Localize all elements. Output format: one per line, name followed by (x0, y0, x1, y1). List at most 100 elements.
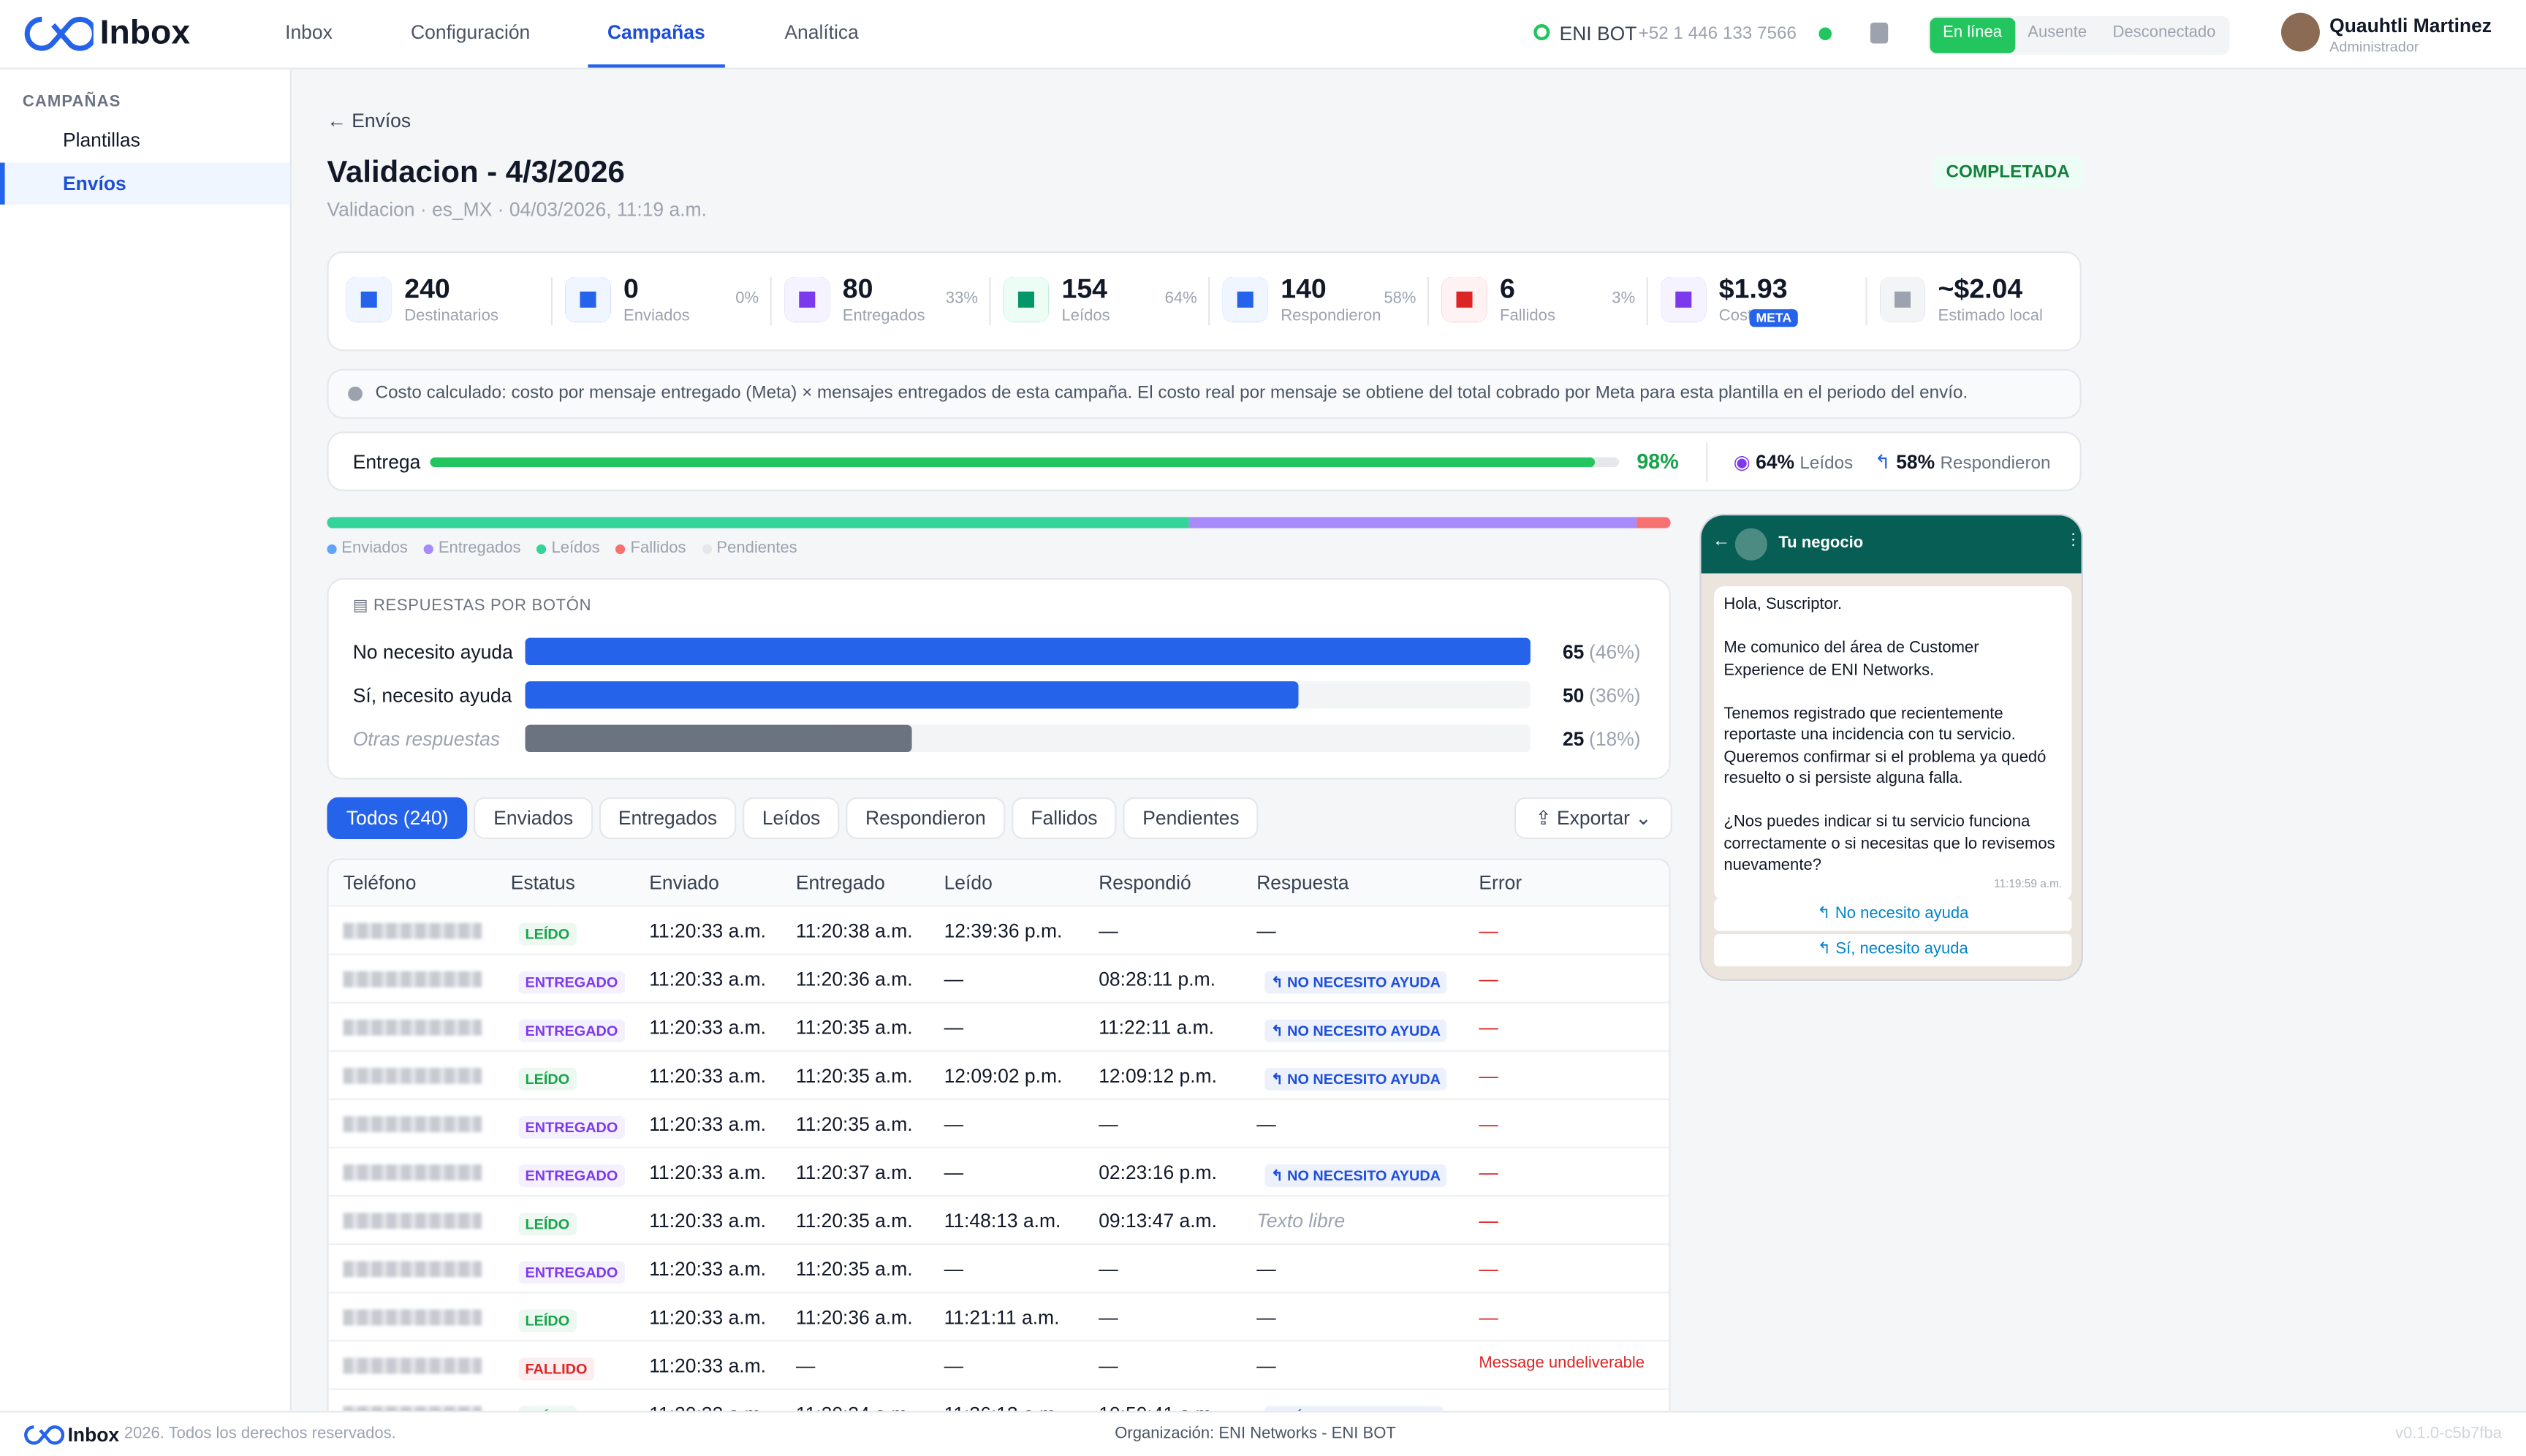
legend-item: Enviados (327, 539, 408, 557)
cell: ↰ NO NECESITO AYUDA (1264, 970, 1447, 994)
stat-icon (346, 277, 392, 322)
cell: Texto libre (1256, 1210, 1345, 1232)
legend-dot (702, 543, 712, 553)
filter-pill[interactable]: Respondieron (846, 797, 1006, 840)
button-count: 65 (46%) (1562, 640, 1641, 664)
filter-pill[interactable]: Entregados (599, 797, 737, 840)
filter-pill[interactable]: Todos (240) (327, 797, 469, 840)
sidebar-items: Plantillas Envíos (0, 119, 290, 206)
stat-label: Entregados (842, 307, 925, 326)
cell: — (1479, 1161, 1498, 1184)
replied-value: 58% (1896, 450, 1935, 474)
cell: 08:28:11 p.m. (1099, 968, 1215, 991)
cell: — (1479, 1016, 1498, 1039)
nav-item[interactable]: Configuración (411, 20, 531, 44)
back-link[interactable]: ← Envíos (327, 109, 411, 132)
presence-option[interactable]: Desconectado (2112, 24, 2216, 42)
legend-text: Enviados (341, 539, 408, 558)
phone-menu: ⋮ (2065, 531, 2082, 550)
cell: 11:20:36 a.m. (795, 1306, 913, 1329)
filter-pill[interactable]: Leídos (743, 797, 840, 840)
legend-dot (423, 543, 434, 553)
footer-version: v0.1.0-c5b7fba (2395, 1425, 2502, 1444)
table-row: ENTREGADO 11:20:33 a.m. 11:20:37 a.m. — 02:2… (328, 1146, 1669, 1197)
nav-item[interactable]: Analítica (784, 20, 859, 44)
book-icon[interactable] (1870, 22, 1889, 44)
status-badge: LEÍDO (518, 1406, 577, 1411)
reply-button[interactable]: ↰ Sí, necesito ayuda (1714, 934, 2072, 967)
phone-blurred (343, 1067, 482, 1084)
cell: ENTREGADO (518, 1259, 625, 1284)
cell: 12:09:12 p.m. (1099, 1064, 1217, 1088)
status-badge: LEÍDO (518, 1067, 577, 1091)
message-paragraph: Me comunico del área de Customer Experie… (1723, 639, 1979, 679)
table-row: LEÍDO 11:20:33 a.m. 11:20:38 a.m. 12:39:36 … (328, 905, 1669, 955)
delivery-value: 98% (1636, 449, 1679, 474)
status-badge: ↰ SÍ, NECESITO AYUDA (1264, 1406, 1444, 1411)
cell: 11:20:33 a.m. (649, 1257, 767, 1281)
divider (1208, 277, 1210, 326)
status-legend: Enviados Entregados Leídos Fallidos Pendient… (327, 539, 797, 557)
cell: ENTREGADO (518, 1018, 625, 1042)
legend-item: Entregados (423, 539, 521, 557)
reply-button-text[interactable]: No necesito ayuda (1835, 905, 1969, 923)
sidebar-item[interactable]: Envíos (0, 162, 290, 205)
cell: 12:09:02 p.m. (944, 1064, 1063, 1088)
cell: 09:13:47 a.m. (1099, 1209, 1217, 1232)
footer: Inbox 2026. Todos los derechos reservado… (0, 1411, 2526, 1456)
cell: — (1099, 1354, 1118, 1377)
cell: ENTREGADO (518, 1163, 625, 1187)
phone-blurred (343, 1019, 482, 1036)
nav-item[interactable]: Campañas (588, 0, 725, 68)
whatsapp-icon (1533, 24, 1550, 41)
cell: ↰ NO NECESITO AYUDA (1264, 1066, 1447, 1091)
button-count: 25 (18%) (1562, 727, 1641, 751)
note-card: Costo calculado: costo por mensaje entre… (327, 368, 2082, 419)
read-label: Leídos (1799, 454, 1854, 474)
cell: — (1256, 920, 1276, 943)
back-text[interactable]: Envíos (352, 109, 411, 132)
nav-item[interactable]: Inbox (285, 20, 333, 44)
stats-card: 240 Destinatarios 0 Enviados 0% 80 Entregados 3… (327, 251, 2082, 352)
cell: Message undeliverable (1479, 1354, 1645, 1372)
presence-option[interactable]: En línea (1930, 18, 2015, 53)
footer-org: Organización: ENI Networks - ENI BOT (1115, 1425, 1396, 1444)
button-pct: (36%) (1589, 684, 1641, 708)
export-button[interactable]: ⇪ Exportar ⌄ (1514, 797, 1673, 840)
status-segment (1188, 517, 1637, 528)
divider (1865, 277, 1867, 326)
stat-tag: META (1749, 309, 1798, 327)
legend-item: Leídos (536, 539, 600, 557)
cell: 10:50:41 a.m. (1099, 1403, 1217, 1411)
button-bar (525, 724, 912, 753)
cell: 11:21:11 a.m. (944, 1306, 1060, 1329)
stat-icon (1004, 277, 1049, 322)
status-badge: ENTREGADO (518, 1116, 625, 1139)
cell: ↰ SÍ, NECESITO AYUDA (1264, 1404, 1444, 1411)
logo-text: Inbox (99, 14, 191, 52)
cell: — (1256, 1306, 1276, 1329)
cell-text: — (1479, 1161, 1498, 1184)
filter-pill[interactable]: Enviados (474, 797, 593, 840)
filter-pill[interactable]: Pendientes (1123, 797, 1259, 840)
stat-icon (565, 277, 611, 322)
bot-phone: +52 1 446 133 7566 (1638, 24, 1797, 44)
export-text[interactable]: Exportar (1557, 806, 1630, 830)
column-header: Enviado (649, 871, 719, 894)
filter-pill[interactable]: Fallidos (1011, 797, 1117, 840)
avatar[interactable] (2281, 12, 2320, 52)
reply-button[interactable]: ↰ No necesito ayuda (1714, 898, 2072, 931)
presence-option[interactable]: Ausente (2028, 24, 2087, 42)
phone-back: ← (1712, 531, 1731, 551)
sidebar: CAMPAÑAS Plantillas Envíos (0, 69, 292, 1411)
phone-blurred (343, 971, 482, 987)
reply-button-text[interactable]: Sí, necesito ayuda (1835, 940, 1968, 959)
stat-value: $1.93 (1718, 273, 1788, 305)
legend-dot (615, 543, 626, 553)
stat-value: 6 (1500, 273, 1515, 305)
sidebar-item[interactable]: Plantillas (62, 129, 140, 152)
stat-icon (1222, 277, 1268, 322)
cell: — (1479, 1065, 1498, 1088)
delivery-bar (430, 457, 1596, 468)
